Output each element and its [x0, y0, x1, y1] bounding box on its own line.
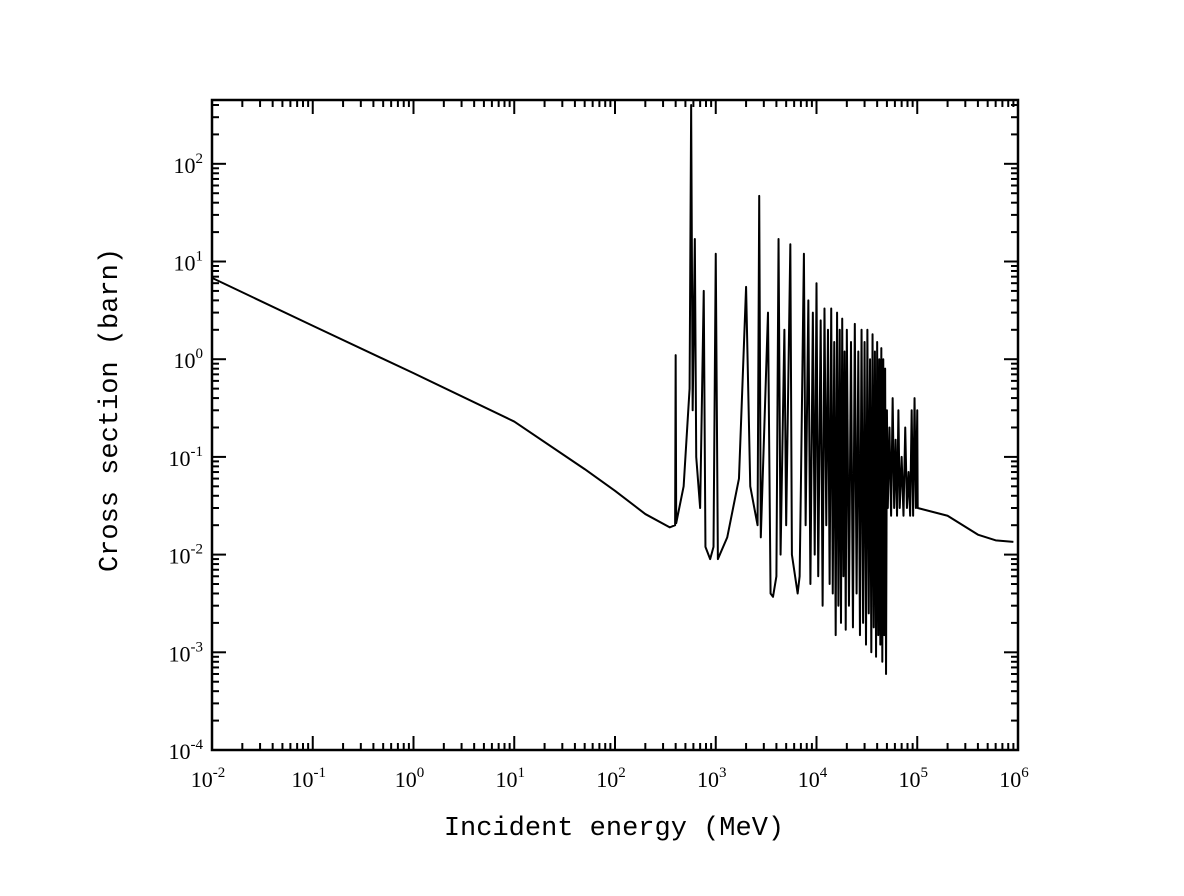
x-tick-label: 105: [899, 765, 929, 792]
tick-exponent: -1: [314, 765, 327, 781]
y-tick-label: 10-1: [169, 444, 204, 471]
tick-base: 10: [174, 251, 196, 276]
tick-base: 10: [169, 544, 191, 569]
tick-base: 10: [899, 767, 921, 792]
tick-exponent: 6: [1021, 765, 1029, 781]
axis-ticks: [211, 100, 1019, 751]
tick-base: 10: [191, 767, 213, 792]
tick-base: 10: [174, 153, 196, 178]
x-tick-label: 100: [395, 765, 425, 792]
x-tick-labels: 10-2 10-1 100 101 102 103 104 105 106: [191, 765, 1030, 792]
tick-base: 10: [395, 767, 417, 792]
tick-exponent: 4: [820, 765, 828, 781]
tick-base: 10: [496, 767, 518, 792]
x-tick-label: 102: [596, 765, 626, 792]
tick-exponent: -3: [191, 639, 204, 655]
tick-exponent: 0: [417, 765, 425, 781]
tick-base: 10: [798, 767, 820, 792]
tick-base: 10: [169, 446, 191, 471]
tick-exponent: 5: [921, 765, 929, 781]
tick-exponent: -1: [191, 444, 204, 460]
y-tick-label: 10-4: [169, 737, 204, 764]
tick-exponent: 1: [518, 765, 526, 781]
x-axis-title: Incident energy (MeV): [444, 814, 784, 844]
tick-exponent: 2: [196, 151, 204, 167]
x-tick-label: 103: [697, 765, 727, 792]
y-tick-label: 10-3: [169, 639, 204, 666]
tick-base: 10: [697, 767, 719, 792]
x-tick-label: 101: [496, 765, 526, 792]
y-tick-label: 101: [174, 249, 204, 276]
x-tick-label: 10-1: [292, 765, 327, 792]
tick-base: 10: [596, 767, 618, 792]
tick-base: 10: [169, 641, 191, 666]
tick-exponent: 2: [618, 765, 626, 781]
tick-exponent: 3: [719, 765, 727, 781]
tick-exponent: 1: [196, 249, 204, 265]
tick-exponent: -4: [191, 737, 204, 753]
series-line-cross-section: [211, 104, 1014, 675]
y-tick-label: 100: [174, 346, 204, 373]
tick-base: 10: [169, 739, 191, 764]
y-axis-title: Cross section (barn): [96, 248, 126, 572]
tick-base: 10: [174, 348, 196, 373]
tick-exponent: -2: [213, 765, 226, 781]
tick-exponent: 0: [196, 346, 204, 362]
y-tick-label: 102: [174, 151, 204, 178]
tick-base: 10: [999, 767, 1021, 792]
plot-frame: [210, 98, 1020, 752]
x-tick-label: 106: [999, 765, 1029, 792]
x-tick-label: 10-2: [191, 765, 226, 792]
tick-exponent: -2: [191, 542, 204, 558]
x-tick-label: 104: [798, 765, 828, 792]
y-tick-label: 10-2: [169, 542, 204, 569]
tick-base: 10: [292, 767, 314, 792]
